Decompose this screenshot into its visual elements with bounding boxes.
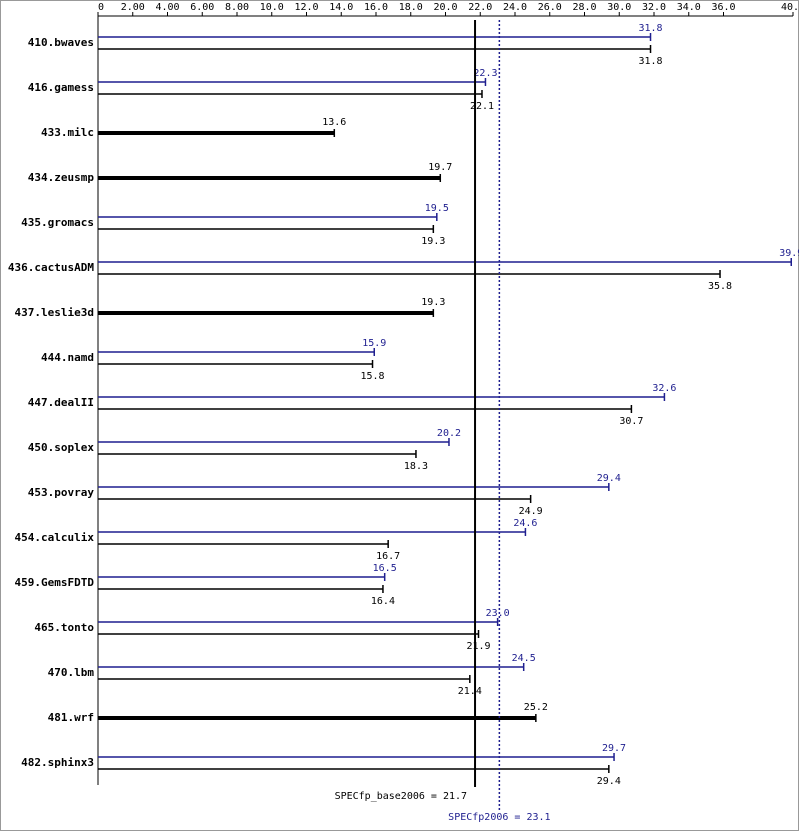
value-label: 21.4	[458, 686, 482, 697]
value-label: 35.8	[708, 281, 732, 292]
x-tick-label: 0	[98, 2, 104, 13]
category-label: 447.dealII	[28, 396, 94, 409]
category-label: 437.leslie3d	[15, 306, 94, 319]
value-label: 24.9	[519, 506, 543, 517]
value-label: 19.3	[421, 236, 445, 247]
x-tick-label: 20.0	[433, 2, 457, 13]
reference-label: SPECfp2006 = 23.1	[448, 812, 550, 823]
value-label: 16.5	[373, 563, 397, 574]
value-label: 20.2	[437, 428, 461, 439]
reference-label: SPECfp_base2006 = 21.7	[335, 791, 467, 802]
category-label: 454.calculix	[15, 531, 95, 544]
category-label: 459.GemsFDTD	[15, 576, 95, 589]
x-tick-label: 16.0	[364, 2, 388, 13]
category-label: 416.gamess	[28, 81, 94, 94]
category-label: 444.namd	[41, 351, 94, 364]
category-label: 482.sphinx3	[21, 756, 94, 769]
x-tick-label: 40.0	[781, 2, 799, 13]
category-label: 453.povray	[28, 486, 95, 499]
value-label: 23.0	[486, 608, 510, 619]
value-label: 24.5	[512, 653, 536, 664]
x-tick-label: 8.00	[225, 2, 249, 13]
value-label: 19.3	[421, 297, 445, 308]
value-label: 24.6	[513, 518, 537, 529]
value-label: 13.6	[322, 117, 346, 128]
value-label: 29.7	[602, 743, 626, 754]
x-tick-label: 6.00	[190, 2, 214, 13]
category-label: 465.tonto	[34, 621, 94, 634]
x-tick-label: 30.0	[607, 2, 631, 13]
value-label: 29.4	[597, 473, 621, 484]
x-tick-label: 18.0	[399, 2, 423, 13]
value-label: 25.2	[524, 702, 548, 713]
value-label: 30.7	[619, 416, 643, 427]
x-tick-label: 14.0	[329, 2, 353, 13]
value-label: 39.9	[779, 248, 799, 259]
category-label: 450.soplex	[28, 441, 95, 454]
category-label: 436.cactusADM	[8, 261, 94, 274]
value-label: 21.9	[466, 641, 490, 652]
category-label: 410.bwaves	[28, 36, 94, 49]
x-tick-label: 22.0	[468, 2, 492, 13]
category-label: 434.zeusmp	[28, 171, 95, 184]
value-label: 31.8	[638, 23, 662, 34]
x-tick-label: 4.00	[155, 2, 179, 13]
value-label: 18.3	[404, 461, 428, 472]
x-tick-label: 26.0	[538, 2, 562, 13]
x-tick-label: 2.00	[121, 2, 145, 13]
category-label: 435.gromacs	[21, 216, 94, 229]
x-tick-label: 28.0	[572, 2, 596, 13]
x-tick-label: 12.0	[294, 2, 318, 13]
category-label: 433.milc	[41, 126, 94, 139]
value-label: 16.7	[376, 551, 400, 562]
value-label: 19.7	[428, 162, 452, 173]
x-tick-label: 32.0	[642, 2, 666, 13]
x-tick-label: 10.0	[260, 2, 284, 13]
value-label: 29.4	[597, 776, 621, 787]
value-label: 31.8	[638, 56, 662, 67]
value-label: 19.5	[425, 203, 449, 214]
value-label: 15.8	[360, 371, 384, 382]
x-tick-label: 36.0	[711, 2, 735, 13]
x-tick-label: 34.0	[677, 2, 701, 13]
category-label: 470.lbm	[48, 666, 95, 679]
value-label: 16.4	[371, 596, 395, 607]
category-label: 481.wrf	[48, 711, 94, 724]
value-label: 15.9	[362, 338, 386, 349]
x-tick-label: 24.0	[503, 2, 527, 13]
value-label: 22.1	[470, 101, 494, 112]
value-label: 32.6	[652, 383, 676, 394]
value-label: 22.3	[473, 68, 497, 79]
